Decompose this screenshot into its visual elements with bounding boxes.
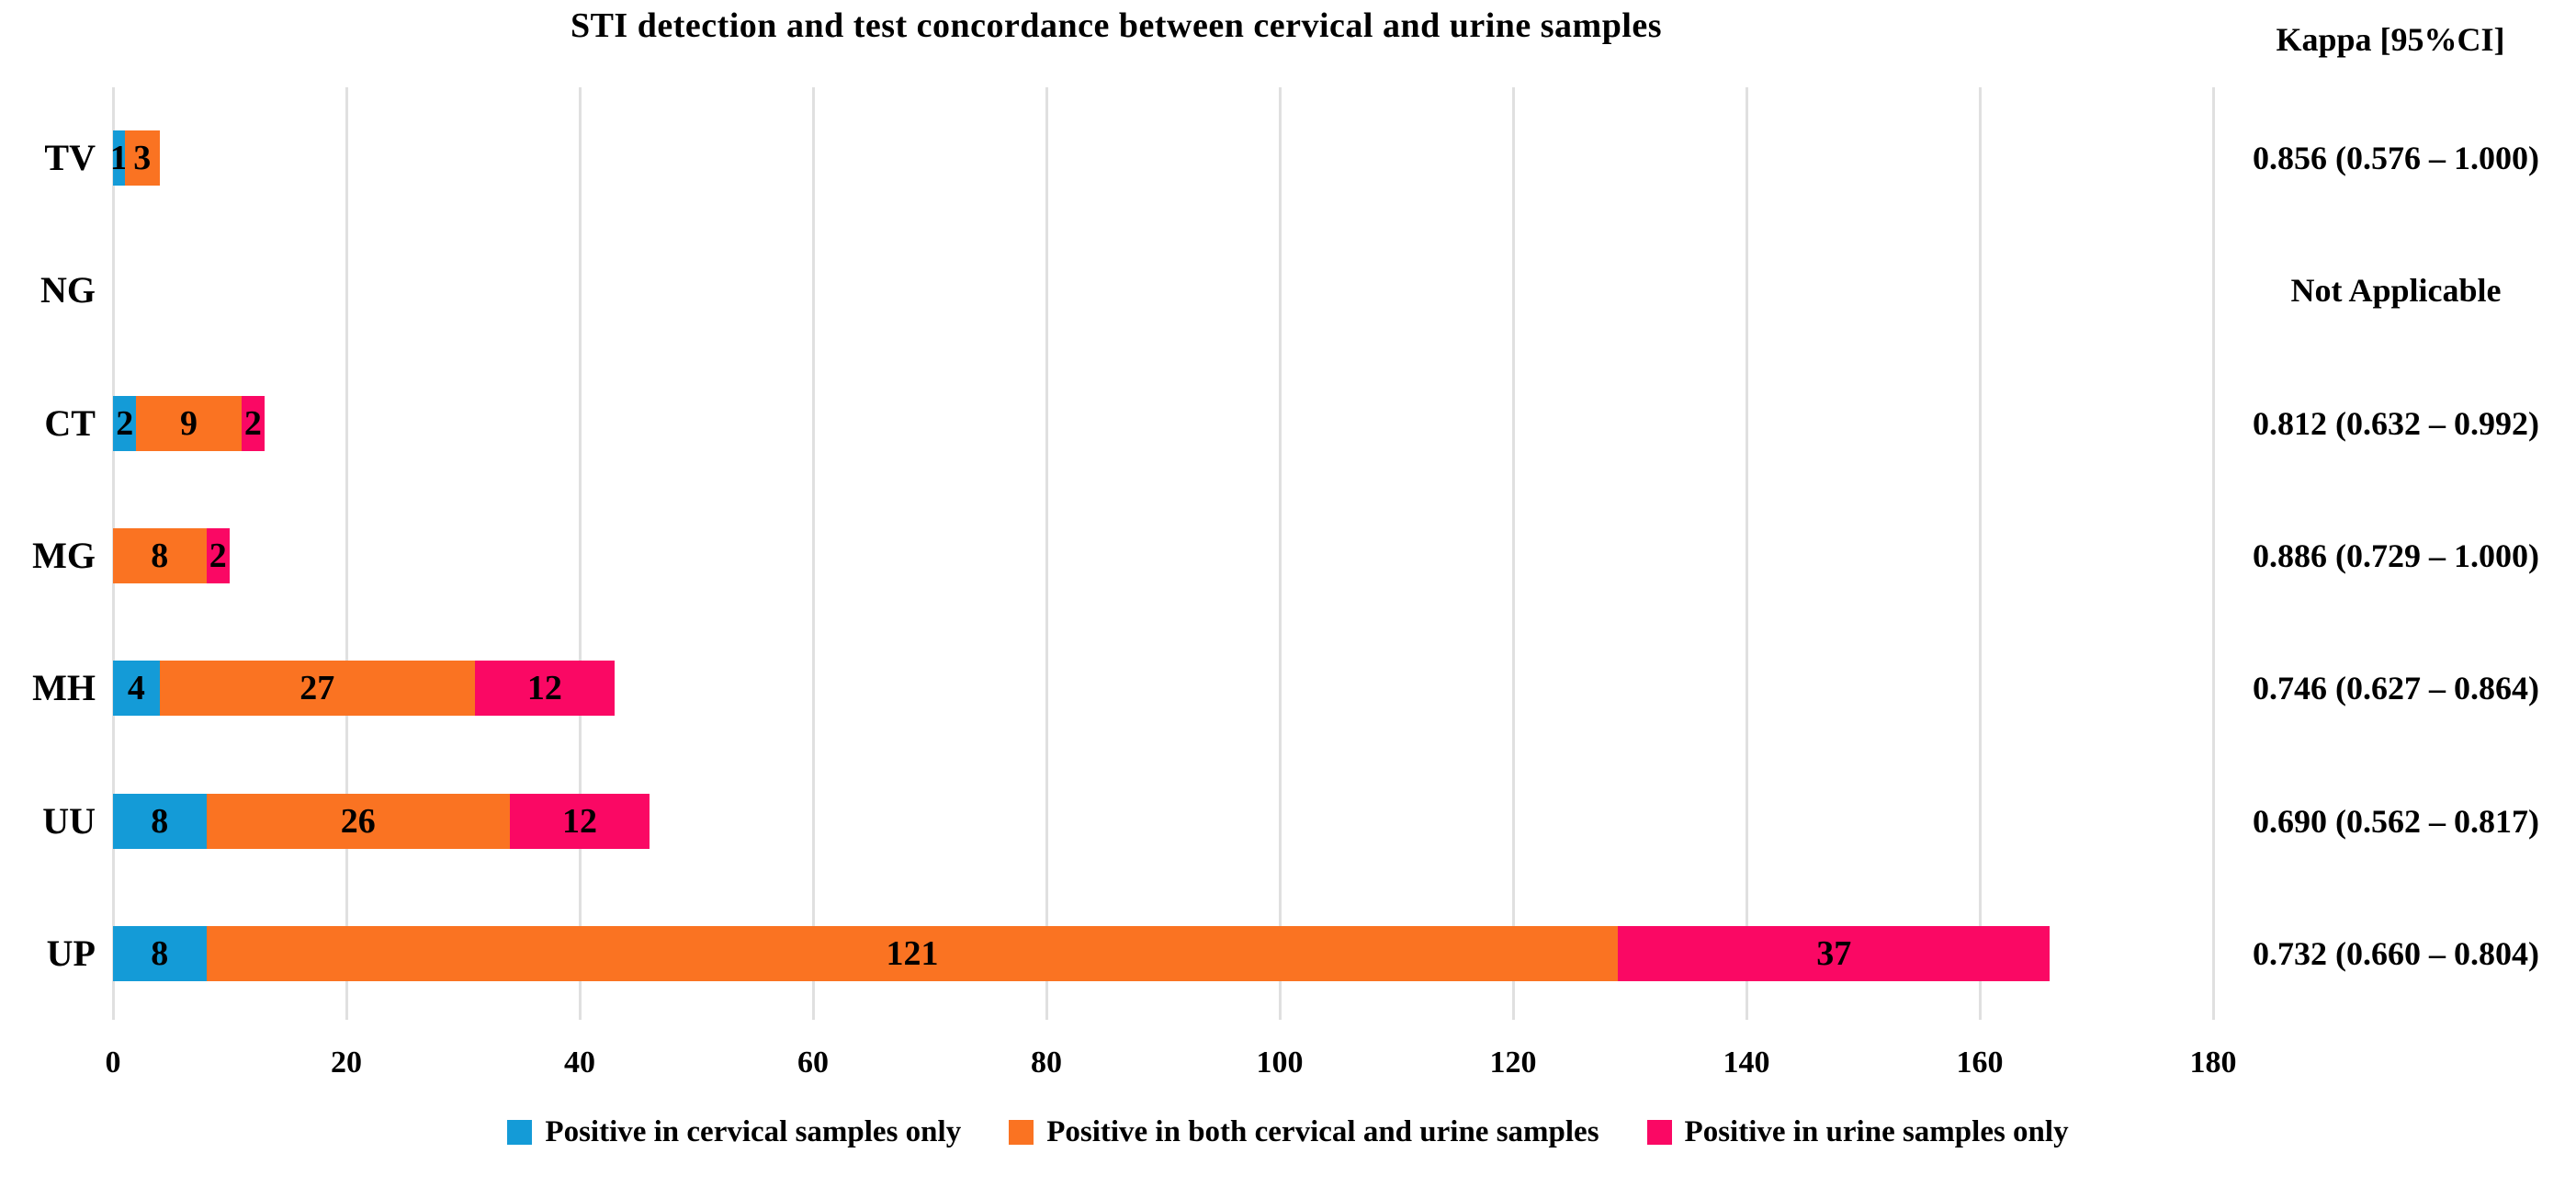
bar-segment-value: 4 (127, 669, 145, 708)
legend-item-2: Positive in urine samples only (1646, 1115, 2069, 1149)
legend: Positive in cervical samples only Positiv… (0, 1115, 2576, 1149)
bar-segment-value: 12 (526, 669, 562, 708)
category-label-mh: MH (32, 667, 96, 709)
gridline-x-80 (1045, 87, 1048, 1020)
bar-segment-value: 2 (243, 403, 262, 443)
legend-label: Positive in urine samples only (1684, 1115, 2069, 1148)
kappa-value-tv: 0.856 (0.576 – 1.000) (2253, 140, 2539, 176)
legend-label: Positive in cervical samples only (545, 1115, 962, 1148)
bar-segment: 12 (509, 793, 650, 849)
category-label-ng: NG (40, 269, 96, 311)
bar-segment-value: 8 (151, 536, 169, 575)
bar-segment-value: 1 (109, 139, 128, 177)
kappa-value-ct: 0.812 (0.632 – 0.992) (2253, 404, 2539, 442)
kappa-value-mg: 0.886 (0.729 – 1.000) (2253, 537, 2539, 574)
kappa-value-up: 0.732 (0.660 – 0.804) (2253, 934, 2539, 972)
bar-segment: 8 (113, 527, 207, 583)
bar-segment: 12 (474, 661, 616, 717)
gridline-x-120 (1511, 87, 1515, 1020)
bar-segment-value: 2 (209, 536, 227, 575)
bar-segment: 1 (109, 130, 128, 186)
bar-segment: 37 (1618, 925, 2051, 981)
bar-segment: 8 (113, 793, 207, 849)
bar-segment: 27 (159, 661, 475, 717)
bar-segment: 3 (124, 130, 160, 186)
x-axis-tick-0: 0 (105, 1046, 121, 1080)
bar-segment-value: 26 (340, 801, 376, 841)
kappa-value-uu: 0.690 (0.562 – 0.817) (2253, 802, 2539, 840)
bar-segment: 2 (206, 527, 230, 583)
kappa-value-ng: Not Applicable (2290, 272, 2502, 310)
gridline-x-180 (2211, 87, 2215, 1020)
kappa-column-header: Kappa [95%CI] (2276, 21, 2505, 58)
x-axis-tick-60: 60 (797, 1046, 829, 1080)
legend-item-1: Positive in both cervical and urine samp… (1009, 1115, 1599, 1149)
bar-segment: 4 (113, 661, 160, 717)
gridline-x-140 (1745, 87, 1748, 1020)
gridline-x-40 (578, 87, 582, 1020)
bar-segment-value: 8 (151, 933, 169, 973)
legend-swatch-icon (507, 1120, 533, 1145)
x-axis-tick-100: 100 (1256, 1046, 1304, 1080)
gridline-x-100 (1278, 87, 1282, 1020)
category-label-up: UP (46, 932, 96, 974)
bar-segment-value: 8 (151, 801, 169, 841)
legend-swatch-icon (1009, 1120, 1034, 1145)
bar-segment-value: 12 (561, 801, 597, 841)
x-axis-tick-180: 180 (2189, 1046, 2237, 1080)
x-axis-tick-40: 40 (564, 1046, 595, 1080)
x-axis-tick-20: 20 (331, 1046, 362, 1080)
bar-segment-value: 9 (180, 403, 198, 443)
x-axis-tick-140: 140 (1723, 1046, 1770, 1080)
category-label-uu: UU (42, 799, 96, 842)
legend-item-0: Positive in cervical samples only (507, 1115, 961, 1149)
x-axis-tick-160: 160 (1956, 1046, 2004, 1080)
bar-segment: 2 (241, 395, 266, 451)
category-label-ct: CT (44, 401, 96, 444)
bar-segment: 2 (113, 395, 137, 451)
bar-segment-value: 2 (116, 403, 134, 443)
kappa-value-mh: 0.746 (0.627 – 0.864) (2253, 670, 2539, 707)
category-label-mg: MG (32, 534, 96, 576)
bar-segment-value: 3 (133, 139, 152, 177)
bar-segment: 8 (113, 925, 207, 981)
bar-segment-value: 37 (1816, 933, 1852, 973)
bar-segment: 9 (136, 395, 242, 451)
gridline-x-60 (811, 87, 815, 1020)
bar-segment: 26 (206, 793, 510, 849)
bar-segment: 121 (206, 925, 1619, 981)
legend-label: Positive in both cervical and urine samp… (1046, 1115, 1599, 1148)
bar-segment-value: 121 (886, 933, 939, 973)
bar-segment-value: 27 (299, 669, 335, 708)
chart-title: STI detection and test concordance betwe… (570, 6, 1663, 45)
gridline-x-20 (345, 87, 348, 1020)
category-label-tv: TV (44, 137, 96, 178)
legend-swatch-icon (1646, 1120, 1672, 1145)
x-axis-tick-80: 80 (1031, 1046, 1062, 1080)
gridline-x-160 (1978, 87, 1982, 1020)
x-axis-tick-120: 120 (1489, 1046, 1537, 1080)
